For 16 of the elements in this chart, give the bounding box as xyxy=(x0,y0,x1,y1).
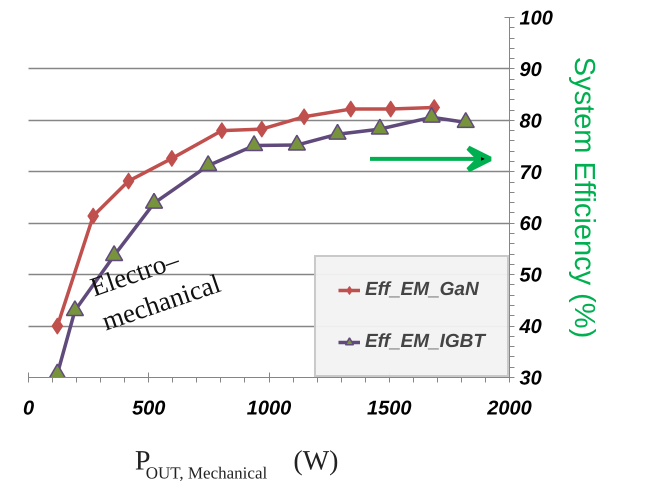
y-tick-label: 90 xyxy=(520,58,542,81)
legend-label: Eff_EM_IGBT xyxy=(364,331,485,353)
y-tick-label: 30 xyxy=(520,368,542,390)
y-axis-title: System Efficiency (%) xyxy=(568,56,600,338)
legend-label: Eff_EM_GaN xyxy=(364,279,479,301)
y-tick-label: 50 xyxy=(520,264,542,287)
y-tick-label: 60 xyxy=(520,213,542,236)
y-tick-label: 80 xyxy=(520,110,542,132)
y-tick-label: 40 xyxy=(518,316,542,338)
x-tick-label: 0 xyxy=(22,398,34,420)
x-tick-label: 1500 xyxy=(367,398,412,420)
x-tick-label: 2000 xyxy=(486,398,532,420)
x-tick-label: 500 xyxy=(132,398,166,420)
x-tick-label: 1000 xyxy=(246,398,292,420)
y-tick-label: 70 xyxy=(520,162,542,184)
y-tick-label: 100 xyxy=(520,8,553,30)
